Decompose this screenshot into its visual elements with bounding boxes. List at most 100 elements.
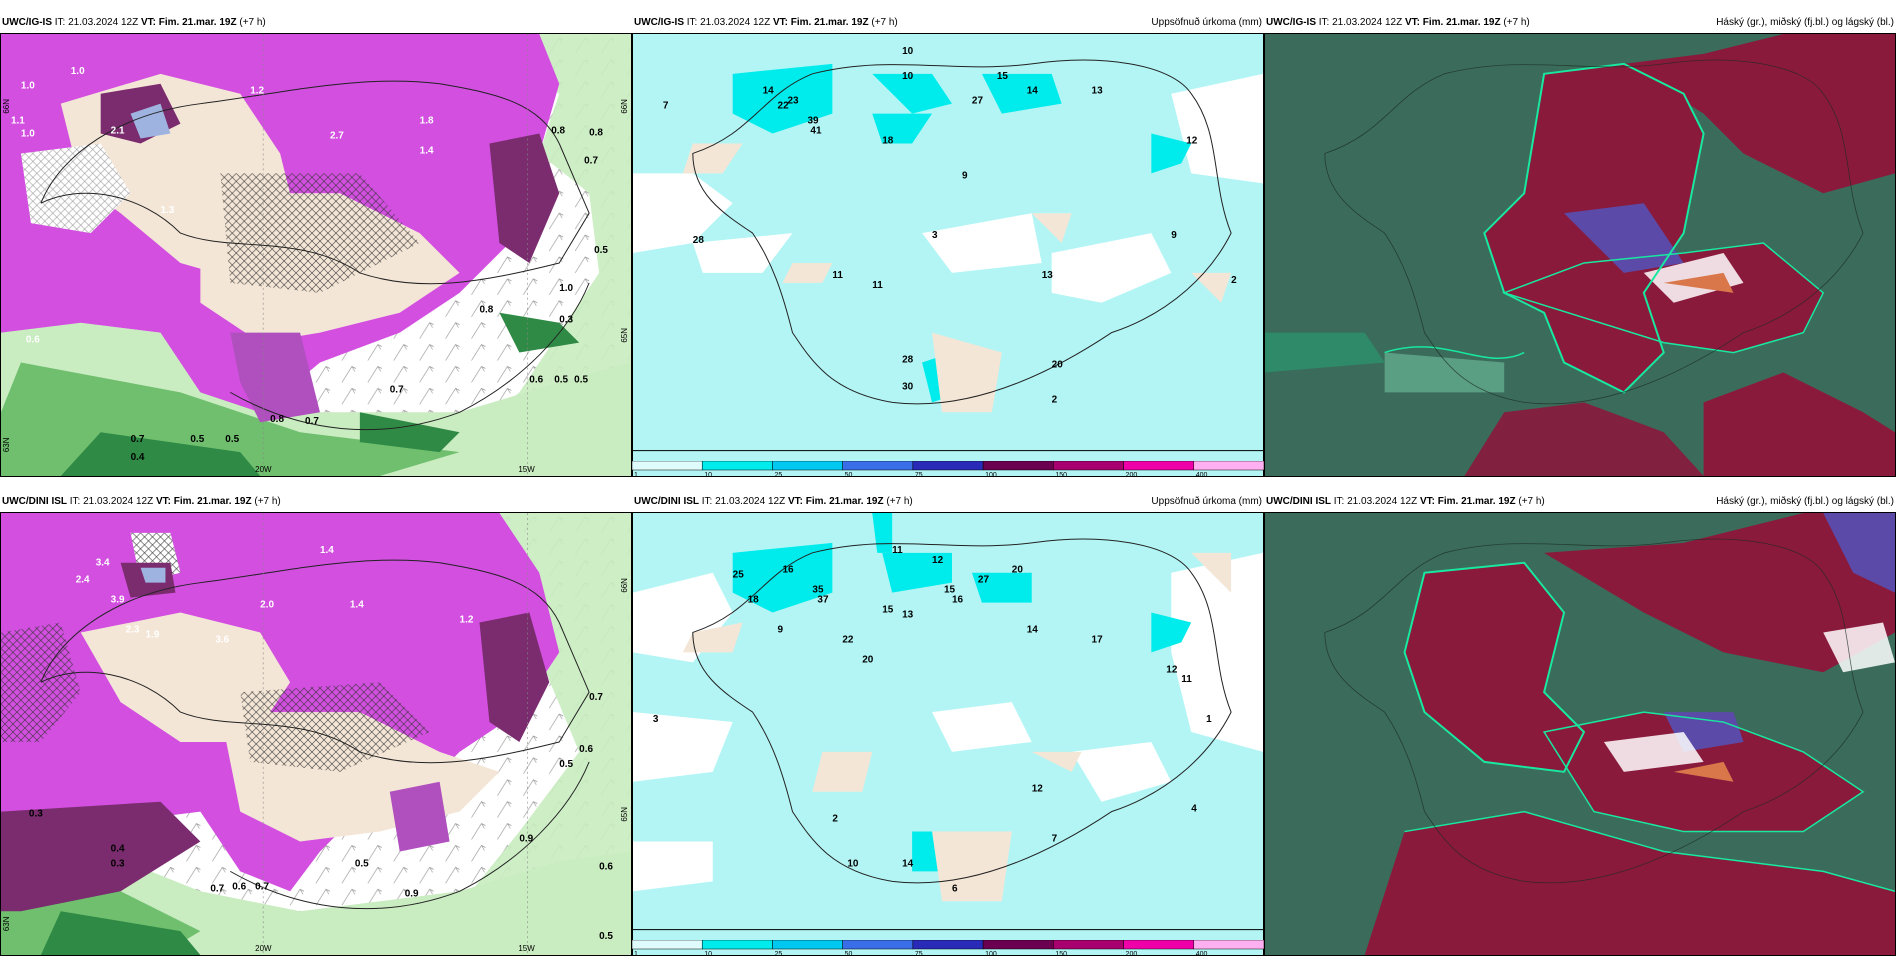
colorbar-tick: 75 — [915, 472, 923, 477]
colorbar-svg: 1 10 25 50 75 100 150 200 400 — [631, 939, 1265, 958]
svg-text:0.6: 0.6 — [529, 374, 543, 385]
lead-time: (+7 h) — [239, 17, 266, 28]
precip-label: 14 — [1027, 624, 1039, 635]
precip-label: 13 — [1092, 86, 1104, 97]
precip-label: 11 — [872, 280, 883, 291]
precip-label: 20 — [862, 654, 874, 665]
colorbar-tick: 200 — [1126, 951, 1138, 956]
precip-label: 10 — [902, 71, 914, 82]
precip-label: 14 — [763, 86, 775, 97]
precip-label: 3 — [932, 230, 938, 241]
precip-label: 9 — [962, 170, 968, 181]
cloud-map-svg — [1265, 513, 1895, 955]
panel-header: UWC/IG-IS IT: 21.03.2024 12Z VT: Fim. 21… — [632, 13, 1264, 33]
snow-map[interactable]: 1.0 1.0 1.1 1.0 2.1 1.2 2.7 1.8 1.4 1.3 … — [0, 33, 632, 477]
precip-label: 41 — [810, 126, 822, 137]
precip-map[interactable]: 7 10 10 14 23 22 39 41 18 27 14 15 13 12… — [632, 33, 1264, 477]
snow-label: 0.4 — [111, 843, 125, 854]
snow-label: 0.3 — [29, 809, 43, 820]
panel-header: UWC/IG-IS IT: 21.03.2024 12Z VT: Fim. 21… — [1264, 13, 1896, 33]
precip-label: 10 — [847, 858, 859, 869]
precip-label: 27 — [978, 575, 990, 586]
svg-text:0.7: 0.7 — [584, 155, 598, 166]
colorbar-tick: 50 — [845, 472, 853, 477]
lead-time: (+7 h) — [1518, 496, 1545, 507]
precip-label: 27 — [972, 96, 984, 107]
snow-label: 0.3 — [111, 858, 125, 869]
lat-label: 63N — [2, 916, 11, 931]
snow-label: 0.7 — [589, 692, 603, 703]
precip-label: 14 — [902, 858, 914, 869]
precip-map[interactable]: 11 25 16 18 35 37 15 13 12 20 15 16 27 2… — [632, 512, 1264, 956]
snow-label: 2.3 — [126, 624, 140, 635]
precip-label: 35 — [812, 585, 824, 596]
precip-label: 39 — [807, 116, 819, 127]
valid-time: Fim. 21.mar. 19Z — [173, 496, 252, 507]
panel-header: UWC/IG-IS IT: 21.03.2024 12Z VT: Fim. 21… — [0, 13, 632, 33]
lead-time: (+7 h) — [886, 496, 913, 507]
snow-label: 0.9 — [405, 888, 419, 899]
colorbar-tick: 10 — [704, 951, 712, 956]
snow-label: 0.6 — [232, 881, 246, 892]
svg-text:0.5: 0.5 — [190, 434, 204, 445]
colorbar-swatch — [912, 460, 984, 471]
precip-label: 3 — [653, 714, 659, 725]
init-time: IT: 21.03.2024 12Z — [69, 496, 154, 507]
snow-label: 1.9 — [146, 629, 160, 640]
precip-label: 2 — [832, 814, 838, 825]
svg-text:0.8: 0.8 — [479, 305, 493, 316]
init-time: IT: 21.03.2024 12Z — [701, 496, 786, 507]
colorbar-swatch — [772, 939, 843, 950]
snow-label: 0.5 — [559, 759, 573, 770]
valid-time: Fim. 21.mar. 19Z — [1422, 17, 1501, 28]
precip-label: 16 — [783, 565, 795, 576]
panel-cloud-dini: UWC/DINI ISL IT: 21.03.2024 12Z VT: Fim.… — [1264, 492, 1896, 956]
cloud-map[interactable] — [1264, 33, 1896, 477]
init-time: IT: 21.03.2024 12Z — [1333, 496, 1418, 507]
svg-text:0.3: 0.3 — [559, 315, 573, 326]
panel-precip-dini: UWC/DINI ISL IT: 21.03.2024 12Z VT: Fim.… — [631, 492, 1265, 958]
precip-label: 12 — [1166, 664, 1178, 675]
colorbar-tick: 200 — [1126, 472, 1138, 477]
precip-label: 37 — [817, 595, 829, 606]
cloud-map-svg — [1265, 34, 1895, 476]
snow-map[interactable]: 3.4 2.4 3.9 2.3 1.9 2.0 3.6 1.4 0.9 0.7 … — [0, 512, 632, 956]
cloud-map[interactable] — [1264, 512, 1896, 956]
colorbar-tick: 75 — [915, 951, 923, 956]
field-title: Háský (gr.), miðský (fj.bl.) og lágský (… — [1716, 17, 1894, 28]
precip-label: 12 — [932, 555, 944, 566]
precip-label: 13 — [1042, 270, 1054, 281]
colorbar: 1 10 25 50 75 100 150 200 400 — [631, 939, 1265, 958]
snow-map-svg: 1.0 1.0 1.1 1.0 2.1 1.2 2.7 1.8 1.4 1.3 … — [1, 34, 631, 476]
svg-text:2.7: 2.7 — [330, 131, 344, 142]
precip-label: 25 — [733, 570, 745, 581]
valid-label: VT: — [1419, 496, 1435, 507]
lon-label: 20W — [255, 944, 272, 953]
precip-label: 17 — [1092, 634, 1104, 645]
svg-text:0.5: 0.5 — [574, 374, 588, 385]
precip-label: 12 — [1032, 784, 1044, 795]
precip-label: 6 — [952, 883, 958, 894]
colorbar-tick: 150 — [1055, 951, 1067, 956]
model-name: UWC/DINI ISL — [2, 496, 67, 507]
valid-time: Fim. 21.mar. 19Z — [805, 496, 884, 507]
field-title: Uppsöfnuð úrkoma (mm) — [1151, 496, 1262, 507]
lat-label: 66N — [620, 99, 629, 114]
lat-label: 66N — [2, 99, 11, 114]
lon-label: 15W — [518, 465, 535, 474]
model-name: UWC/DINI ISL — [634, 496, 699, 507]
precip-label: 7 — [663, 101, 669, 112]
model-name: UWC/IG-IS — [634, 17, 684, 28]
svg-text:0.7: 0.7 — [305, 416, 319, 427]
precip-label: 11 — [1181, 674, 1192, 685]
svg-text:0.4: 0.4 — [131, 452, 145, 463]
svg-text:1.1: 1.1 — [11, 116, 25, 127]
precip-map-svg: 11 25 16 18 35 37 15 13 12 20 15 16 27 2… — [633, 513, 1263, 955]
valid-time: Fim. 21.mar. 19Z — [790, 17, 869, 28]
svg-text:0.6: 0.6 — [26, 335, 40, 346]
precip-label: 20 — [1012, 565, 1024, 576]
panel-cloud-igis: UWC/IG-IS IT: 21.03.2024 12Z VT: Fim. 21… — [1264, 13, 1896, 477]
colorbar-tick: 10 — [704, 472, 712, 477]
colorbar-swatch — [701, 939, 773, 950]
precip-label: 7 — [1052, 834, 1058, 845]
